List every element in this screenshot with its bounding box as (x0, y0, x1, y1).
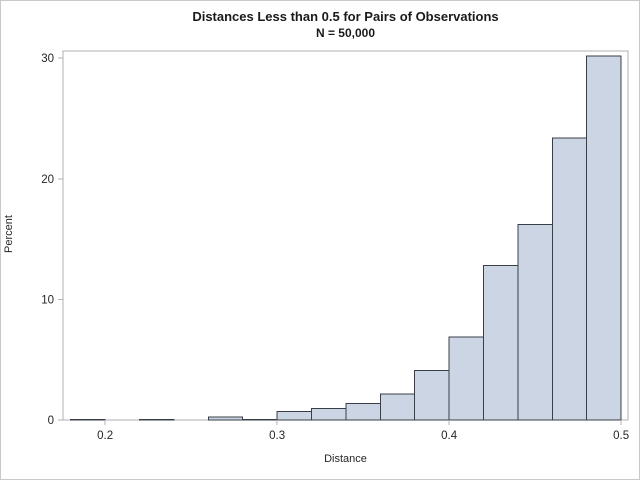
bars-group (70, 55, 622, 421)
histogram-bar (311, 408, 347, 421)
x-tick-label: 0.5 (613, 430, 629, 442)
histogram-bar (551, 137, 588, 421)
histogram-bar (379, 393, 416, 421)
histogram-bar (586, 55, 622, 421)
x-tick-label: 0.4 (441, 430, 458, 442)
x-tick-label: 0.3 (269, 430, 285, 442)
histogram-bar (139, 418, 175, 421)
histogram-bar (448, 336, 485, 421)
histogram-bar (70, 418, 106, 421)
chart-title: Distances Less than 0.5 for Pairs of Obs… (192, 9, 499, 24)
x-axis-label: Distance (324, 453, 367, 465)
histogram-bar (207, 416, 244, 421)
x-axis-ticks: 0.2 0.3 0.4 0.5 (97, 420, 629, 442)
y-axis-ticks: 0 10 20 30 (41, 53, 63, 427)
x-tick-label: 0.2 (97, 430, 113, 442)
y-tick-label: 0 (48, 415, 54, 427)
histogram-bar (517, 224, 553, 421)
y-tick-label: 20 (41, 174, 54, 186)
y-tick-label: 30 (41, 53, 54, 65)
y-tick-label: 10 (41, 294, 54, 306)
chart-subtitle: N = 50,000 (315, 26, 376, 40)
histogram-bar (345, 403, 381, 421)
histogram-bar (414, 370, 450, 421)
histogram-bar (242, 418, 278, 421)
histogram-bar (483, 265, 519, 421)
histogram-bar (276, 411, 313, 421)
